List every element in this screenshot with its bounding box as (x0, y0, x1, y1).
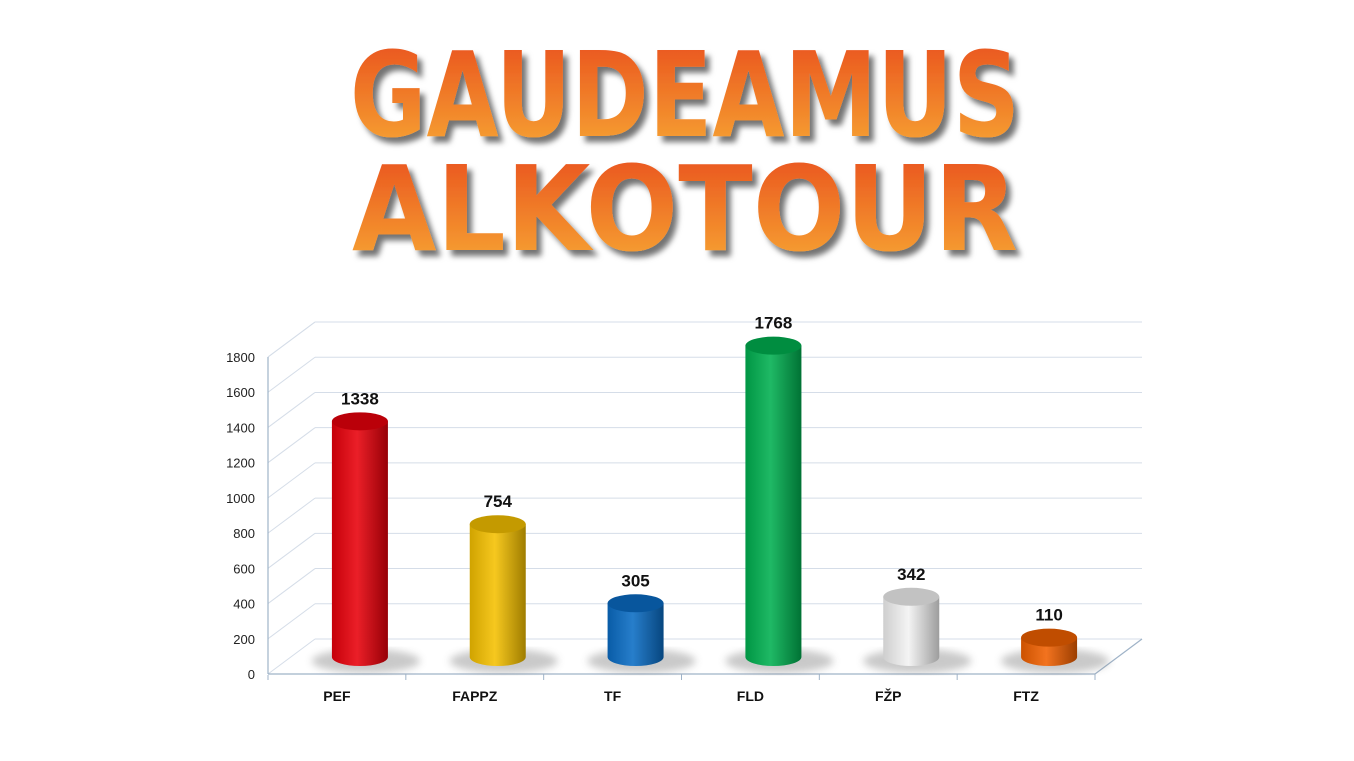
data-label: 110 (1035, 606, 1062, 625)
y-tick-label: 0 (248, 667, 255, 682)
category-label: FLD (737, 688, 764, 704)
bar-FŽP (883, 596, 940, 666)
bar-top (745, 336, 802, 355)
bars: 1338 754 305 1768 342 110 (311, 314, 1110, 673)
gridline-side (267, 356, 316, 393)
gridline-side (267, 568, 316, 604)
data-label: 1338 (341, 389, 379, 408)
y-tick-label: 800 (233, 526, 255, 541)
bar-top (469, 515, 526, 534)
gridline-side (267, 638, 316, 675)
data-label: 1768 (755, 314, 793, 333)
data-label: 754 (484, 492, 513, 511)
category-label: TF (604, 688, 622, 704)
y-tick-label: 600 (233, 561, 255, 576)
axes (267, 357, 1143, 680)
gridline-side (267, 603, 316, 640)
title-line-2: ALKOTOUR (352, 140, 1018, 278)
gridline-side (267, 497, 316, 534)
gridline-side (267, 321, 316, 358)
title-line-1: GAUDEAMUS (350, 26, 1020, 164)
bar-top (1021, 628, 1078, 647)
bar-FAPPZ (469, 524, 526, 666)
bar-TF (607, 603, 664, 666)
y-tick-label: 200 (233, 632, 255, 647)
gridline-side (267, 392, 316, 428)
bar-PEF (331, 421, 388, 666)
bar-top (607, 594, 664, 613)
bar-top (883, 587, 940, 606)
y-tick-labels: 0 200 400 600 800 1000 1200 1400 1600 1800 (226, 350, 255, 682)
bar-FLD (745, 345, 802, 666)
floor-edge (1094, 638, 1143, 675)
data-label: 342 (897, 565, 925, 584)
category-labels: PEF FAPPZ TF FLD FŽP FTZ (323, 687, 1039, 704)
y-tick-label: 1600 (226, 385, 255, 400)
y-tick-label: 1400 (226, 420, 255, 435)
gridline-side (267, 532, 316, 569)
y-tick-label: 1000 (226, 491, 255, 506)
y-tick-label: 1800 (226, 350, 255, 365)
gridline-side (267, 462, 316, 499)
category-label: PEF (323, 688, 351, 704)
gridline-side (267, 427, 316, 464)
chart-title: GAUDEAMUS ALKOTOUR (350, 26, 1020, 278)
category-label: FAPPZ (452, 688, 498, 704)
gridlines (267, 321, 1142, 675)
category-label: FŽP (875, 687, 901, 704)
category-label: FTZ (1013, 688, 1039, 704)
y-tick-label: 400 (233, 597, 255, 612)
y-tick-label: 1200 (226, 456, 255, 471)
bar-top (331, 412, 388, 431)
data-label: 305 (621, 571, 649, 590)
